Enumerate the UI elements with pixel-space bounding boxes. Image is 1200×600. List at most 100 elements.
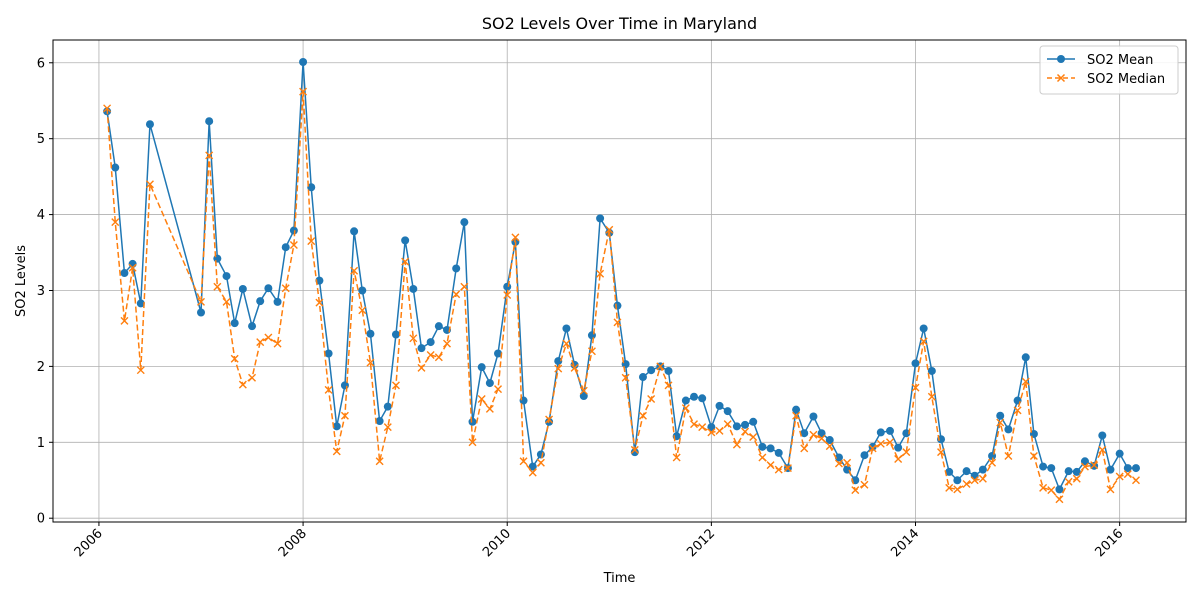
median-data-point [426,351,435,360]
mean-data-point [299,58,308,67]
median-data-point [723,420,732,429]
median-data-point [273,339,282,348]
y-axis-label: SO2 Levels [14,245,29,317]
median-data-point [256,338,265,347]
mean-data-point [579,391,588,400]
median-data-point [401,257,410,266]
median-data-point [562,339,571,348]
mean-data-point [681,396,690,405]
legend-box [1039,45,1179,95]
mean-data-point [289,226,298,235]
median-data-point [391,381,400,390]
median-data-point [613,318,622,327]
mean-data-point [749,417,758,426]
y-tick-label: 6 [37,56,45,71]
mean-data-point [468,417,477,426]
median-data-point [860,480,869,489]
median-data-point [1090,461,1099,470]
mean-data-point [1072,467,1081,476]
mean-data-point [350,227,359,236]
median-data-point [894,455,903,463]
median-data-point [103,104,112,113]
median-data-point [596,269,605,278]
median-data-point [136,366,145,375]
mean-data-point [554,357,563,366]
median-data-point [570,363,579,372]
median-data-point [238,380,247,389]
mean-data-point [809,412,818,421]
mean-data-point [401,236,410,245]
median-data-point [630,445,639,454]
y-tick-label: 4 [37,208,45,223]
mean-data-point [332,422,341,431]
median-data-point [927,392,936,401]
median-data-point [1064,477,1073,486]
mean-data-point [528,462,537,471]
legend-median-marker [1056,73,1066,83]
mean-data-point [723,407,732,416]
median-data-point [358,306,367,315]
median-data-point [647,395,656,404]
median-data-point [792,411,801,420]
median-data-point [1106,485,1115,494]
mean-data-point [715,401,724,410]
mean-data-point [927,366,936,375]
grid [53,40,1186,522]
median-data-point [281,284,290,293]
median-data-point [732,440,741,449]
mean-data-point [587,331,596,340]
median-data-point [1123,470,1132,479]
y-tick-label: 2 [37,360,45,375]
median-data-point [638,411,647,420]
median-data-point [1047,486,1056,495]
mean-data-point [894,443,903,452]
median-data-point [656,362,665,371]
mean-data-point [307,183,316,192]
median-data-point [919,337,928,346]
median-data-point [996,418,1005,427]
mean-data-point [358,286,367,295]
mean-data-point [409,284,418,293]
mean-data-point [885,426,894,435]
median-data-point [843,458,852,467]
mean-data-point [953,476,962,485]
median-data-point [962,480,971,489]
median-data-point [511,233,520,242]
median-data-point [350,266,359,275]
mean-data-point [238,284,247,293]
mean-data-point [868,442,877,451]
median-data-point [834,459,843,468]
median-data-point [783,464,792,473]
median-data-point [945,483,954,492]
median-data-point [519,457,528,466]
mean-data-point [970,471,979,480]
median-data-point [443,339,451,348]
mean-data-point [1131,464,1140,473]
mean-data-point [145,120,154,129]
mean-data-point [817,429,826,438]
mean-data-point [273,297,282,306]
median-data-point [409,334,418,343]
mean-data-point [630,448,639,457]
median-data-point [1013,406,1022,415]
median-data-point [503,291,512,300]
mean-data-point [383,402,392,411]
median-data-point [197,297,205,306]
mean-data-point [1115,449,1124,458]
median-data-point [324,385,333,394]
median-data-point [366,358,375,367]
median-data-point [128,263,137,272]
series-group [103,58,1140,504]
mean-data-point [366,329,375,338]
median-data-point [587,347,596,356]
plot-frame [52,39,1187,523]
mean-data-point [111,163,120,172]
median-data-point [383,423,392,432]
median-data-point [1029,451,1038,460]
median-data-point [205,151,214,160]
median-data-point [222,297,231,306]
mean-data-point [230,319,239,328]
median-data-point [528,468,537,477]
